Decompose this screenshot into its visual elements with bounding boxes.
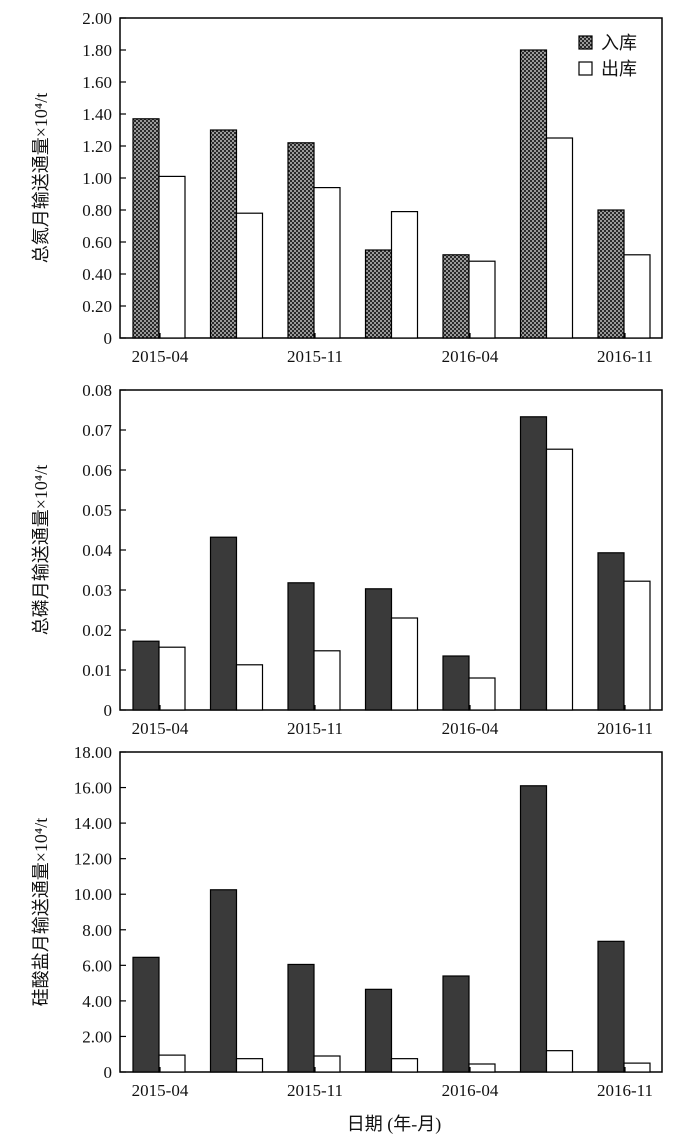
bar-inbound-5 — [442, 655, 470, 711]
bar-inbound-1 — [132, 956, 160, 1073]
y-axis-label: 硅酸盐月输送通量×10⁴/t — [31, 818, 51, 1006]
y-tick-label: 1.80 — [82, 41, 112, 60]
y-tick-label: 0.02 — [82, 621, 112, 640]
y-tick-label: 0.07 — [82, 421, 112, 440]
y-tick-label: 0 — [104, 1063, 113, 1082]
bar-inbound-1 — [132, 640, 160, 711]
chart-panel-2: 0 0.01 0.02 0.03 0.04 0.05 0.06 0.07 0.08 2015-04… — [31, 381, 663, 738]
bar-outbound-2 — [235, 212, 264, 339]
y-tick-label: 16.00 — [74, 779, 112, 798]
bar-inbound-6 — [519, 49, 548, 339]
y-tick-label: 1.40 — [82, 105, 112, 124]
legend-label-outbound: 出库 — [601, 59, 637, 79]
bar-outbound-7 — [623, 1062, 651, 1073]
x-tick-label: 2016-04 — [442, 347, 499, 366]
y-tick-label: 10.00 — [74, 885, 112, 904]
bar-inbound-6 — [519, 416, 548, 711]
y-tick-label: 8.00 — [82, 921, 112, 940]
bar-outbound-4 — [390, 1058, 419, 1073]
bar-inbound-5 — [442, 254, 470, 339]
bar-outbound-6 — [545, 137, 574, 339]
x-tick-label: 2016-11 — [597, 347, 653, 366]
y-tick-label: 0.20 — [82, 297, 112, 316]
x-tick-label: 2016-04 — [442, 1081, 499, 1100]
x-axis-label: 日期 (年-月) — [347, 1114, 441, 1135]
bar-inbound-7 — [597, 552, 625, 711]
y-tick-label: 1.00 — [82, 169, 112, 188]
y-tick-label: 0.05 — [82, 501, 112, 520]
bar-outbound-5 — [468, 677, 496, 711]
x-tick-label: 2015-11 — [287, 1081, 343, 1100]
bar-inbound-2 — [209, 129, 238, 339]
bar-outbound-5 — [468, 260, 496, 339]
bar-inbound-5 — [442, 975, 470, 1073]
x-tick-label: 2015-11 — [287, 719, 343, 738]
bar-outbound-7 — [623, 254, 651, 339]
bar-inbound-4 — [364, 588, 393, 711]
y-tick-label: 2.00 — [82, 9, 112, 28]
bar-inbound-7 — [597, 940, 625, 1073]
y-tick-label: 0.80 — [82, 201, 112, 220]
bar-outbound-4 — [390, 617, 419, 711]
bar-outbound-7 — [623, 580, 651, 711]
y-tick-label: 6.00 — [82, 956, 112, 975]
y-tick-label: 14.00 — [74, 814, 112, 833]
y-tick-label: 0.01 — [82, 661, 112, 680]
legend-swatch-inbound — [578, 35, 593, 50]
y-tick-label: 0.40 — [82, 265, 112, 284]
x-tick-label: 2016-11 — [597, 719, 653, 738]
x-tick-label: 2016-11 — [597, 1081, 653, 1100]
y-tick-label: 4.00 — [82, 992, 112, 1011]
y-tick-label: 0 — [104, 701, 113, 720]
bar-inbound-4 — [364, 249, 393, 339]
bar-outbound-3 — [313, 650, 341, 711]
chart-panel-1: 0 0.20 0.40 0.60 0.80 1.00 1.20 1.40 1.60 1.80 2.0… — [31, 9, 663, 366]
x-tick-label: 2015-04 — [132, 1081, 189, 1100]
y-tick-label: 1.20 — [82, 137, 112, 156]
y-tick-label: 18.00 — [74, 743, 112, 762]
bar-inbound-1 — [132, 118, 160, 339]
x-tick-label: 2015-04 — [132, 719, 189, 738]
y-tick-label: 0.03 — [82, 581, 112, 600]
bar-inbound-7 — [597, 209, 625, 339]
y-tick-label: 2.00 — [82, 1027, 112, 1046]
x-tick-label: 2015-11 — [287, 347, 343, 366]
x-tick-label: 2016-04 — [442, 719, 499, 738]
bar-inbound-3 — [287, 142, 315, 339]
legend-swatch-outbound — [578, 61, 593, 76]
bar-outbound-1 — [158, 646, 186, 711]
bar-outbound-6 — [545, 1050, 574, 1073]
bar-inbound-3 — [287, 582, 315, 711]
x-tick-label: 2015-04 — [132, 347, 189, 366]
bar-inbound-2 — [209, 536, 238, 711]
bar-inbound-3 — [287, 963, 315, 1073]
y-tick-label: 12.00 — [74, 850, 112, 869]
bar-outbound-5 — [468, 1063, 496, 1073]
y-axis-label: 总氮月输送通量×10⁴/t — [31, 93, 51, 263]
legend-label-inbound: 入库 — [601, 33, 637, 53]
bar-outbound-1 — [158, 1054, 186, 1073]
y-tick-label: 0.04 — [82, 541, 112, 560]
bar-outbound-3 — [313, 187, 341, 339]
bar-outbound-3 — [313, 1055, 341, 1073]
y-tick-label: 1.60 — [82, 73, 112, 92]
bar-outbound-1 — [158, 175, 186, 339]
bar-inbound-6 — [519, 785, 548, 1073]
y-tick-label: 0.08 — [82, 381, 112, 400]
bar-outbound-6 — [545, 448, 574, 711]
bar-inbound-2 — [209, 889, 238, 1073]
bar-outbound-4 — [390, 211, 419, 339]
y-tick-label: 0.06 — [82, 461, 112, 480]
bar-outbound-2 — [235, 664, 264, 711]
y-axis-label: 总磷月输送通量×10⁴/t — [31, 465, 51, 635]
y-tick-label: 0 — [104, 329, 113, 348]
bar-inbound-4 — [364, 988, 393, 1073]
chart-panel-3: 0 2.00 4.00 6.00 8.00 10.00 12.00 14.00 16.00 18.… — [31, 743, 663, 1100]
y-tick-label: 0.60 — [82, 233, 112, 252]
bar-outbound-2 — [235, 1058, 264, 1073]
